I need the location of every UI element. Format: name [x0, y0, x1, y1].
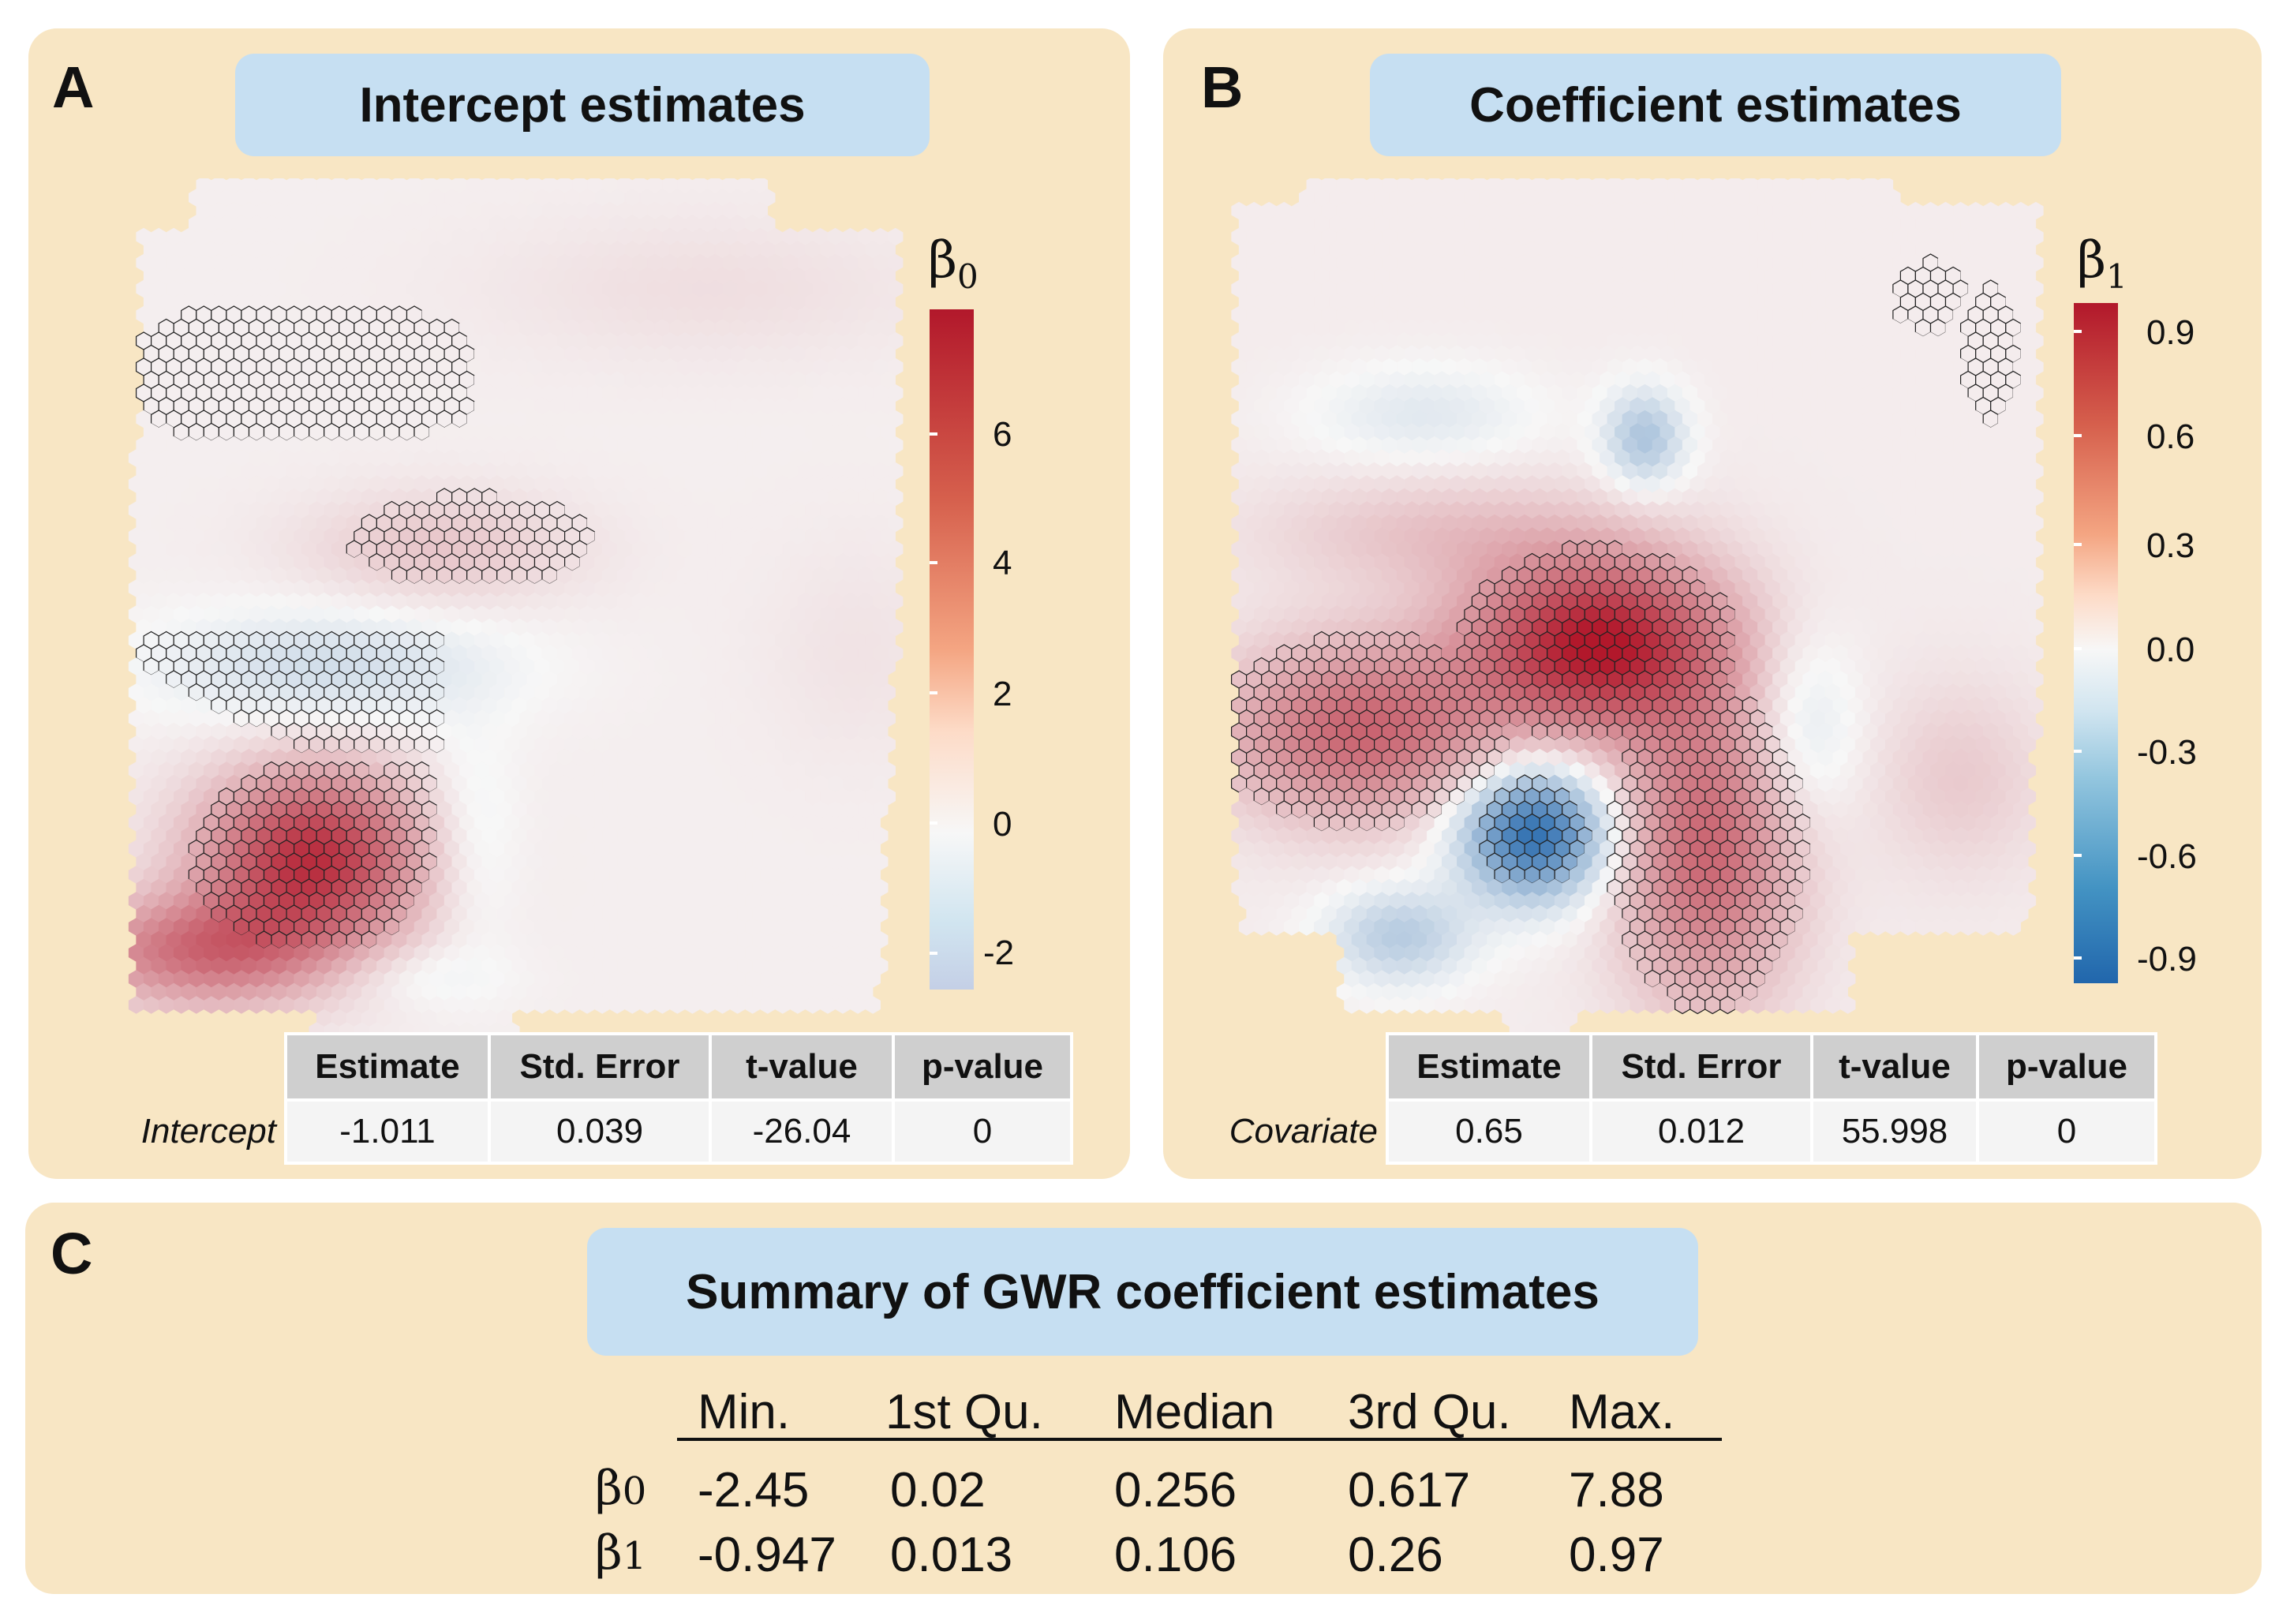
- table-cell: -26.04: [709, 1098, 895, 1165]
- tissue-spot: [865, 996, 881, 1014]
- row-label: Intercept: [140, 1112, 276, 1151]
- panel-b-label: B: [1201, 54, 1244, 120]
- colorbar-tick-mark: [930, 821, 937, 825]
- panel-b-title: Coefficient estimates: [1370, 54, 2061, 156]
- colorbar-tick-label: 2: [993, 675, 1012, 713]
- panel-a: A Intercept estimates β0 6 4 2 0 -2 Esti…: [28, 28, 1130, 1179]
- beta-subscript: 0: [957, 256, 978, 296]
- panel-a-label: A: [52, 54, 95, 120]
- table-cell: -1.011: [284, 1098, 491, 1165]
- beta0-colorbar: [930, 309, 974, 990]
- beta-symbol: β: [928, 231, 957, 290]
- colorbar-tick-label: 0: [993, 805, 1012, 844]
- intercept-regression-table: Estimate Std. Error t-value p-value Inte…: [107, 1032, 1073, 1165]
- panel-a-title: Intercept estimates: [235, 54, 930, 156]
- col-header: p-value: [892, 1032, 1073, 1102]
- colorbar-tick-mark: [930, 561, 937, 564]
- table-cell: 0.039: [488, 1098, 712, 1165]
- colorbar-tick-label: -2: [983, 934, 1015, 972]
- beta0-legend-title: β0: [928, 235, 978, 294]
- col-header: t-value: [709, 1032, 895, 1102]
- colorbar-tick-mark: [930, 432, 937, 436]
- col-header: Std. Error: [488, 1032, 712, 1102]
- intercept-map: [128, 178, 904, 1053]
- panel-b: B Coefficient estimates β1 0.9 0.6 0.3 0…: [1163, 28, 2262, 1179]
- colorbar-tick-mark: [930, 691, 937, 694]
- coefficient-map: [1230, 178, 2044, 1053]
- colorbar-tick-label: 6: [993, 415, 1012, 454]
- col-header: Estimate: [284, 1032, 491, 1102]
- colorbar-tick-mark: [930, 952, 937, 955]
- table-cell: 0: [892, 1098, 1073, 1165]
- colorbar-tick-label: 4: [993, 544, 1012, 582]
